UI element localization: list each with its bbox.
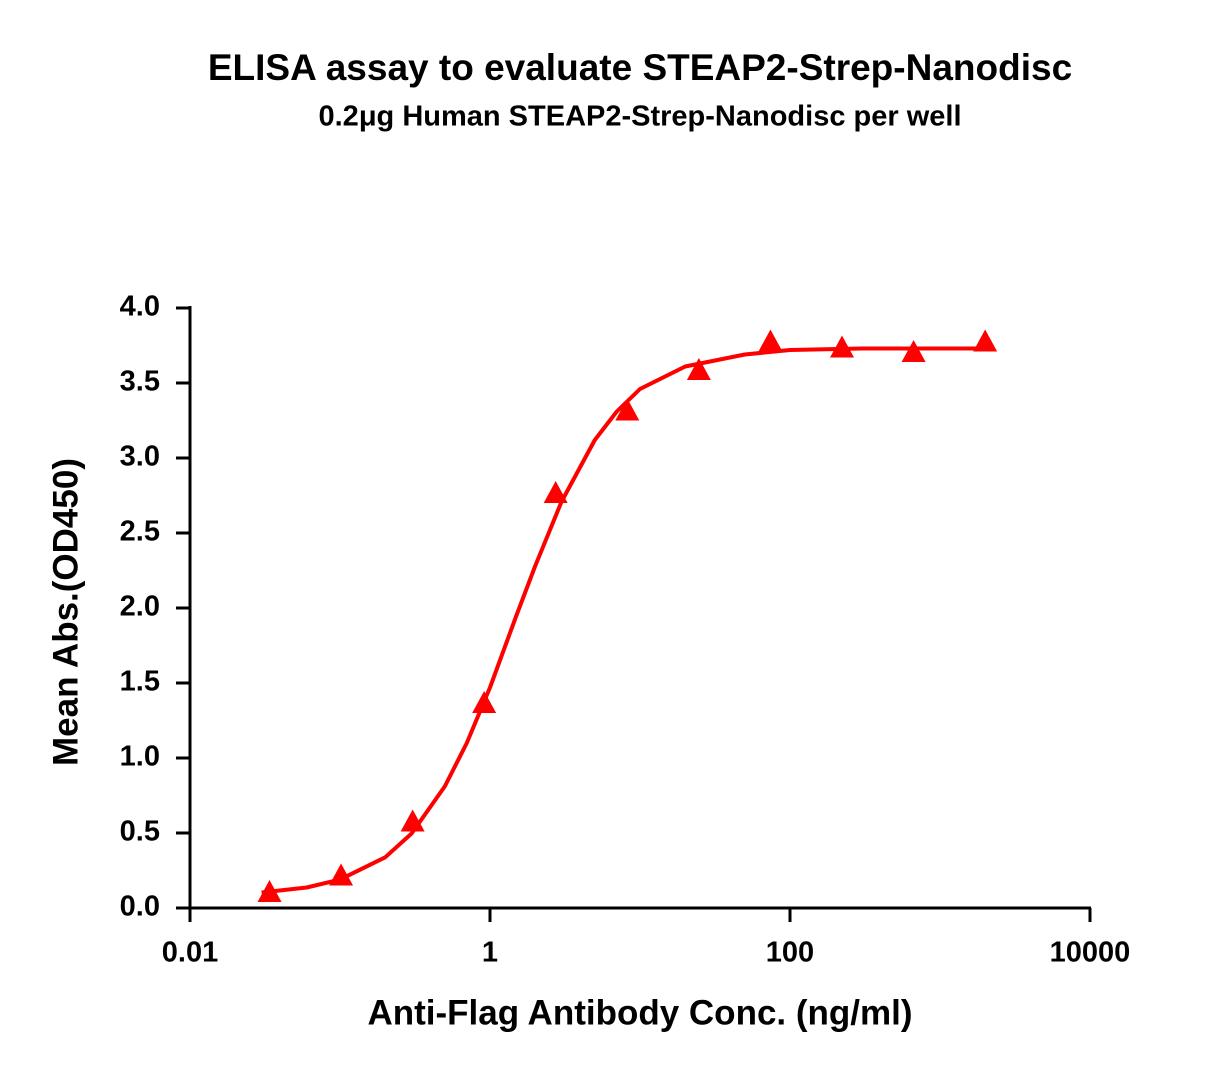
data-point: [901, 340, 926, 362]
data-point: [830, 335, 855, 358]
x-tick-label: 10000: [1050, 937, 1131, 969]
x-tick-label: 0.01: [162, 937, 218, 969]
y-tick-label: 4.0: [120, 291, 160, 323]
x-tick-label: 1: [482, 937, 498, 969]
fit-curve: [261, 346, 986, 895]
y-tick-label: 0.5: [120, 816, 160, 848]
data-point: [615, 398, 640, 421]
chart-title: ELISA assay to evaluate STEAP2-Strep-Nan…: [208, 47, 1072, 88]
data-point: [973, 329, 998, 352]
y-tick-label: 1.0: [120, 741, 160, 773]
chart-subtitle: 0.2μg Human STEAP2-Strep-Nanodisc per we…: [319, 101, 962, 133]
y-tick-label: 2.5: [120, 516, 160, 548]
data-point: [686, 358, 711, 380]
y-tick-label: 0.0: [120, 891, 160, 923]
y-tick-label: 1.5: [120, 666, 160, 698]
y-tick-label: 3.0: [120, 441, 160, 473]
x-tick-label: 100: [766, 937, 814, 969]
x-axis-title: Anti-Flag Antibody Conc. (ng/ml): [367, 993, 912, 1032]
data-point: [758, 329, 783, 352]
y-tick-label: 2.0: [120, 591, 160, 623]
y-axis-title: Mean Abs.(OD450): [46, 458, 85, 766]
y-tick-label: 3.5: [120, 366, 160, 398]
